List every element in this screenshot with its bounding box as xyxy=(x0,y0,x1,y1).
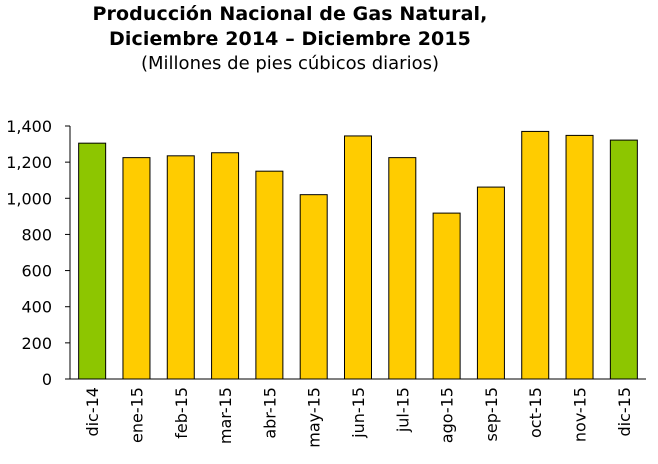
y-tick-label: 600 xyxy=(21,262,52,281)
y-tick-label: 1,200 xyxy=(6,153,52,172)
bar-oct-15 xyxy=(521,130,550,380)
bar-abr-15 xyxy=(255,170,284,380)
bar-dic-15 xyxy=(609,139,638,380)
bar-ene-15 xyxy=(122,157,151,380)
y-tick-label: 0 xyxy=(42,370,52,389)
bar-mar-15 xyxy=(211,152,240,380)
y-axis-ticks: 0 200 400 600 800 1,000 1,200 1,400 xyxy=(6,117,70,389)
y-tick-label: 1,400 xyxy=(6,117,52,136)
chart-title: Producción Nacional de Gas Natural, Dici… xyxy=(0,2,580,76)
x-tick-label: oct-15 xyxy=(526,387,545,438)
x-tick-label: abr-15 xyxy=(260,387,279,439)
x-tick-label: ago-15 xyxy=(438,387,457,443)
x-tick-label: dic-15 xyxy=(615,387,634,437)
x-tick-label: jul-15 xyxy=(393,387,412,433)
bar-may-15 xyxy=(299,194,328,380)
y-tick-label: 1,000 xyxy=(6,189,52,208)
bars xyxy=(78,130,638,380)
y-tick-label: 400 xyxy=(21,298,52,317)
bar-feb-15 xyxy=(166,155,195,380)
bar-sep-15 xyxy=(476,186,505,380)
bar-nov-15 xyxy=(565,134,594,380)
x-tick-label: dic-14 xyxy=(83,387,102,437)
x-tick-label: mar-15 xyxy=(216,387,235,444)
x-axis-labels: dic-14 ene-15 feb-15 mar-15 abr-15 may-15 jun-… xyxy=(83,387,634,448)
y-tick-label: 800 xyxy=(21,225,52,244)
x-tick-label: feb-15 xyxy=(172,387,191,439)
chart-title-line-2: Diciembre 2014 – Diciembre 2015 xyxy=(108,28,472,50)
chart-subtitle: (Millones de pies cúbicos diarios) xyxy=(141,53,439,74)
x-tick-label: ene-15 xyxy=(127,387,146,443)
x-tick-label: may-15 xyxy=(305,387,324,448)
bar-ago-15 xyxy=(432,212,461,380)
x-tick-label: sep-15 xyxy=(482,387,501,441)
chart-title-line-1: Producción Nacional de Gas Natural, xyxy=(92,3,488,25)
bar-jun-15 xyxy=(344,135,372,380)
y-tick-label: 200 xyxy=(21,334,52,353)
bar-dic-14 xyxy=(78,142,107,380)
bar-jul-15 xyxy=(388,157,417,380)
x-tick-label: nov-15 xyxy=(571,387,590,442)
x-tick-label: jun-15 xyxy=(349,387,368,439)
